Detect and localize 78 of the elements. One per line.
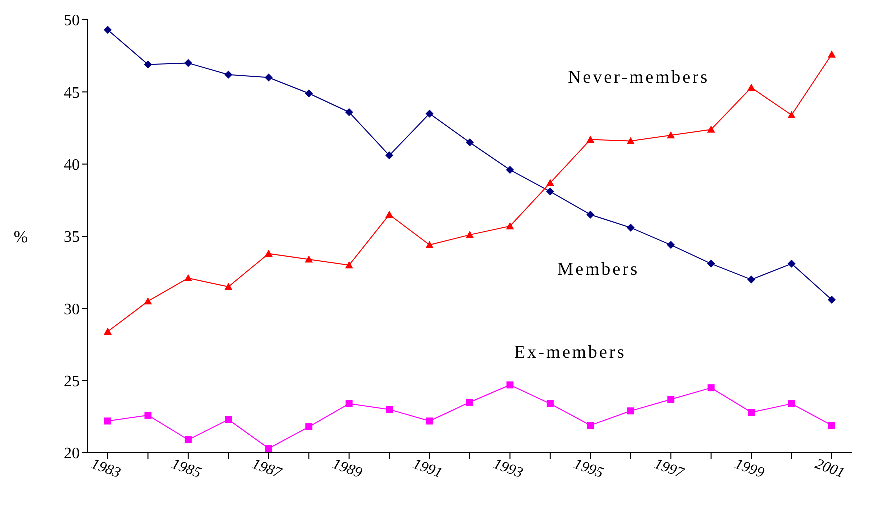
point <box>184 274 192 282</box>
point <box>184 59 192 68</box>
point <box>587 422 594 430</box>
x-tick-label: 1985 <box>170 456 204 482</box>
series-label: Ex-members <box>514 342 626 362</box>
point <box>546 188 554 196</box>
point <box>345 108 354 116</box>
point <box>346 400 353 408</box>
point <box>466 231 474 238</box>
point <box>667 241 676 250</box>
point <box>748 276 756 284</box>
y-tick-label: 30 <box>64 301 80 318</box>
x-tick-label: 1997 <box>652 456 688 482</box>
series-label: Never-members <box>568 67 710 88</box>
point <box>386 406 394 414</box>
point <box>305 90 314 98</box>
point <box>144 297 152 305</box>
point <box>707 126 716 133</box>
y-tick-label: 25 <box>64 374 80 391</box>
point <box>546 400 554 408</box>
x-tick-label: 1995 <box>572 456 606 482</box>
x-tick-label: 1987 <box>250 456 286 482</box>
x-tick-label: 1993 <box>491 456 526 482</box>
point <box>265 445 272 452</box>
point <box>828 50 836 58</box>
point <box>466 398 474 406</box>
y-tick-label: 35 <box>64 229 80 246</box>
point <box>104 328 112 335</box>
point <box>306 424 313 431</box>
x-tick-label: 1999 <box>732 456 767 482</box>
point <box>305 256 314 263</box>
point <box>708 384 715 392</box>
point <box>668 396 675 404</box>
point <box>386 152 394 160</box>
y-tick-label: 40 <box>64 157 80 174</box>
point <box>264 74 273 82</box>
x-tick-label: 1989 <box>330 456 365 482</box>
point <box>546 179 554 186</box>
point <box>345 261 354 269</box>
point <box>748 409 756 416</box>
point <box>224 70 233 79</box>
y-axis-title: % <box>14 228 28 247</box>
point <box>828 296 836 304</box>
point <box>386 210 394 218</box>
point <box>828 422 836 430</box>
point <box>264 250 273 258</box>
point <box>626 137 635 144</box>
point <box>506 382 514 389</box>
x-tick-label: 1983 <box>89 456 123 482</box>
point <box>506 222 514 230</box>
point <box>788 260 796 268</box>
y-tick-label: 50 <box>64 12 80 30</box>
y-tick-label: 20 <box>64 446 80 463</box>
point <box>667 131 676 139</box>
point <box>748 84 756 92</box>
point <box>104 26 112 34</box>
x-tick-label: 1991 <box>410 456 445 482</box>
point <box>466 138 474 147</box>
point <box>144 412 152 419</box>
series-label: Members <box>558 258 640 279</box>
point <box>224 283 233 290</box>
point <box>104 418 112 425</box>
y-tick-label: 45 <box>64 84 80 102</box>
point <box>586 210 595 219</box>
x-tick-label: 2001 <box>813 456 847 482</box>
point <box>426 241 434 248</box>
point <box>586 136 595 143</box>
point <box>426 110 434 118</box>
point <box>707 260 716 268</box>
point <box>184 436 192 444</box>
point <box>788 400 796 408</box>
point <box>626 224 635 232</box>
point <box>788 111 796 118</box>
point <box>627 408 634 415</box>
point <box>426 418 434 425</box>
point <box>225 416 232 424</box>
point <box>506 166 514 174</box>
point <box>144 60 152 69</box>
